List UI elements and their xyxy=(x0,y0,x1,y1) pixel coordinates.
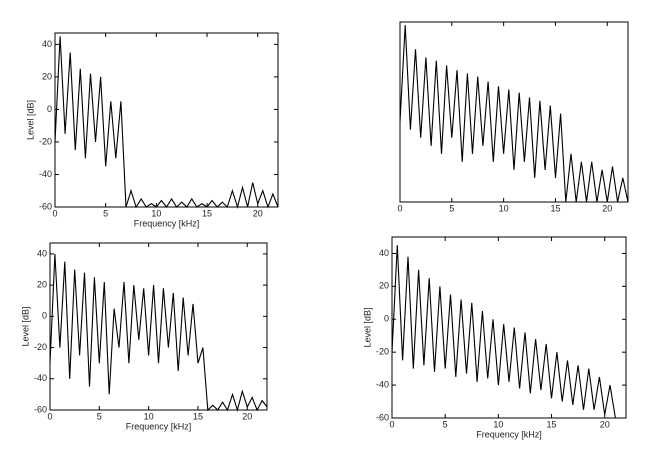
plot-frame xyxy=(391,236,627,419)
y-tick-label: -40 xyxy=(376,379,389,389)
chart-panel: 0 5 10 15 20 -60 -40 -20 0 20 40 Frequency [kHz] Lev… xyxy=(25,32,279,228)
x-tick-label: 10 xyxy=(499,203,509,213)
y-axis-label: Level [dB] xyxy=(25,100,35,140)
x-tick-label: 15 xyxy=(202,208,212,218)
y-tick-label: 20 xyxy=(42,71,52,81)
x-tick-label: 15 xyxy=(193,411,203,421)
x-tick-label: 10 xyxy=(493,419,503,429)
spectrum-line xyxy=(391,245,626,419)
y-tick-label: -20 xyxy=(39,136,52,146)
y-tick-label: 40 xyxy=(379,248,389,258)
y-tick-label: -60 xyxy=(39,201,52,211)
y-tick-label: -60 xyxy=(34,404,47,414)
x-tick-label: 20 xyxy=(242,411,252,421)
y-axis-label: Level [dB] xyxy=(362,307,372,347)
x-tick-label: 0 xyxy=(52,208,57,218)
plot-frame xyxy=(54,32,279,208)
x-axis-label: Frequency [kHz] xyxy=(476,429,542,439)
x-tick-label: 5 xyxy=(97,411,102,421)
x-tick-label: 10 xyxy=(144,411,154,421)
y-tick-label: 0 xyxy=(47,104,52,114)
x-tick-label: 0 xyxy=(47,411,52,421)
x-tick-label: 20 xyxy=(253,208,263,218)
x-tick-label: 5 xyxy=(449,203,454,213)
x-tick-label: 15 xyxy=(547,419,557,429)
y-tick-label: 40 xyxy=(37,248,47,258)
y-tick-label: 40 xyxy=(42,39,52,49)
y-tick-label: 0 xyxy=(42,311,47,321)
y-tick-label: 20 xyxy=(37,280,47,290)
plot-frame xyxy=(49,242,268,411)
x-tick-label: 20 xyxy=(600,419,610,429)
x-tick-label: 0 xyxy=(389,419,394,429)
x-tick-label: 15 xyxy=(550,203,560,213)
y-tick-label: -20 xyxy=(376,347,389,357)
x-axis-label: Frequency [kHz] xyxy=(134,218,200,228)
x-tick-label: 5 xyxy=(443,419,448,429)
x-tick-label: 20 xyxy=(602,203,612,213)
y-axis-label: Level [dB] xyxy=(20,306,30,346)
x-axis-label: Frequency [kHz] xyxy=(126,421,192,431)
y-tick-label: 0 xyxy=(384,314,389,324)
spectrum-line xyxy=(49,253,268,412)
chart-panel: 0 5 10 15 20 -60 -40 -20 0 20 40 Frequency [kHz] Lev… xyxy=(362,236,627,439)
chart-panel: 0 5 10 15 20 -60 -40 -20 0 20 40 Frequency [kHz] Lev… xyxy=(20,242,268,431)
x-tick-label: 0 xyxy=(397,203,402,213)
y-tick-label: 20 xyxy=(379,281,389,291)
y-tick-label: -60 xyxy=(376,412,389,422)
y-tick-label: -40 xyxy=(39,169,52,179)
spectrum-line xyxy=(399,25,629,203)
x-tick-label: 10 xyxy=(151,208,161,218)
spectrum-line xyxy=(54,36,279,210)
chart-panel: 0 5 10 15 20 xyxy=(397,21,629,213)
x-tick-label: 5 xyxy=(103,208,108,218)
y-tick-label: -20 xyxy=(34,342,47,352)
y-tick-label: -40 xyxy=(34,373,47,383)
